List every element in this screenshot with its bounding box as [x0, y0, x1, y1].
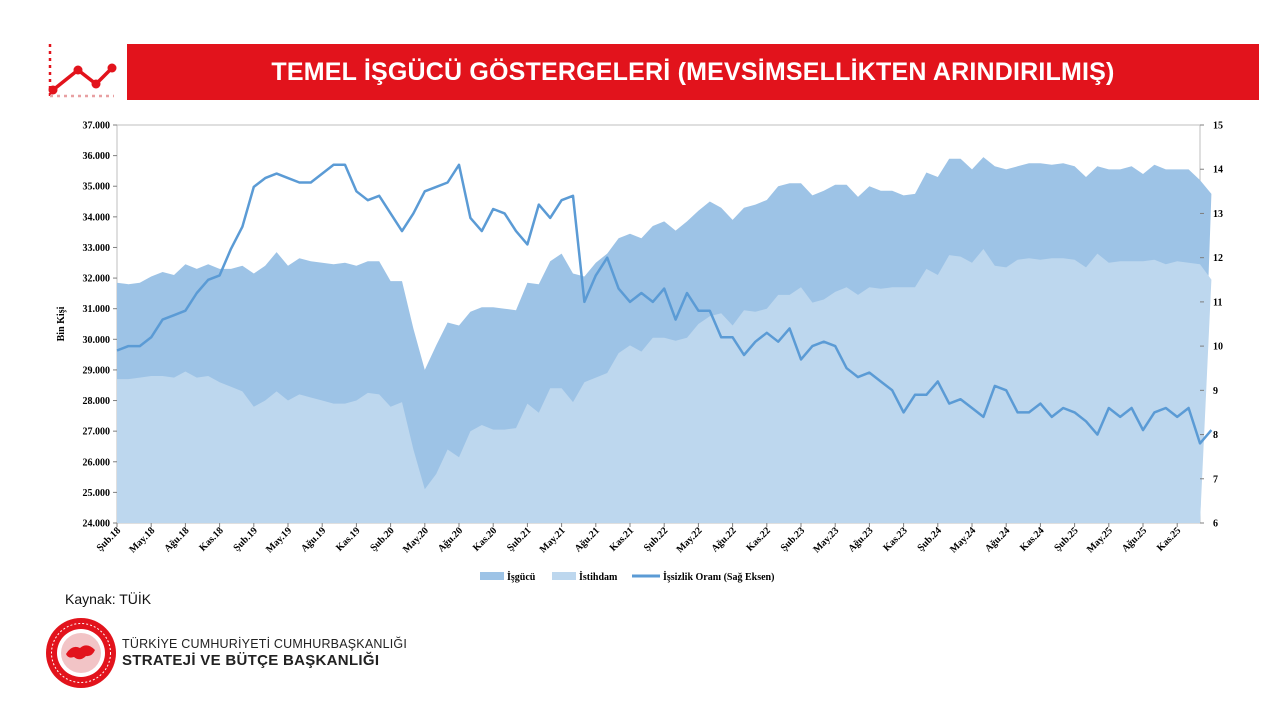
x-tick-label: May.19 [264, 525, 294, 555]
y2-tick-label: 12 [1213, 253, 1223, 264]
x-tick-label: Şub.19 [232, 525, 260, 553]
legend-label-issizlik: İşsizlik Oranı (Sağ Eksen) [663, 571, 774, 583]
x-tick-label: Kas.25 [1155, 525, 1183, 553]
legend-label-istihdam: İstihdam [579, 571, 618, 583]
x-tick-label: May.24 [948, 525, 978, 555]
labor-force-chart: 24.000 25.000 26.000 27.000 28.000 29.000 30.0… [56, 121, 1223, 584]
y-tick-label: 25.000 [83, 488, 111, 499]
y-tick-label: 37.000 [83, 121, 111, 132]
x-tick-label: May.22 [675, 525, 705, 555]
y-tick-label: 29.000 [83, 365, 111, 376]
y2-tick-label: 15 [1213, 121, 1223, 132]
y-tick-label: 24.000 [83, 519, 111, 530]
y-tick-label: 34.000 [83, 212, 111, 223]
x-tick-label: Ağu.23 [846, 525, 875, 554]
x-tick-label: Şub.22 [642, 525, 670, 553]
y-tick-label: 31.000 [83, 304, 111, 315]
x-tick-label: Şub.25 [1052, 525, 1080, 553]
y2-tick-label: 10 [1213, 342, 1223, 353]
x-tick-label: Şub.23 [779, 525, 807, 553]
x-tick-label: Ağu.25 [1120, 525, 1149, 554]
x-tick-label: May.20 [401, 525, 431, 555]
x-tick-label: Şub.18 [95, 525, 123, 553]
y2-tick-label: 9 [1213, 386, 1218, 397]
y2-tick-label: 7 [1213, 474, 1218, 485]
legend-swatch-istihdam [552, 572, 576, 580]
y-axis-title: Bin Kişi [56, 306, 67, 341]
x-tick-label: Ağu.21 [573, 525, 602, 554]
legend-swatch-isgucu [480, 572, 504, 580]
y-tick-label: 26.000 [83, 457, 111, 468]
y2-tick-label: 8 [1213, 430, 1218, 441]
x-tick-label: Ağu.19 [299, 525, 328, 554]
org-name-line1: TÜRKİYE CUMHURİYETİ CUMHURBAŞKANLIĞI [122, 637, 408, 651]
sbb-emblem-icon [46, 618, 116, 688]
x-tick-label: May.18 [127, 525, 157, 555]
y-tick-label: 32.000 [83, 274, 111, 285]
y-tick-label: 35.000 [83, 182, 111, 193]
area-series-istihdam [117, 249, 1212, 523]
x-tick-label: May.25 [1085, 525, 1115, 555]
x-tick-label: Ağu.24 [983, 525, 1012, 554]
x-tick-label: Şub.24 [916, 525, 944, 553]
x-tick-label: Kas.19 [334, 525, 362, 553]
x-tick-label: Ağu.22 [710, 525, 739, 554]
legend-label-isgucu: İşgücü [507, 571, 536, 583]
x-tick-label: May.23 [811, 525, 841, 555]
y-tick-label: 27.000 [83, 427, 111, 438]
x-tick-label: Kas.18 [197, 525, 225, 553]
x-tick-label: Kas.22 [745, 525, 773, 553]
x-tick-label: Şub.20 [368, 525, 396, 553]
title-banner: TEMEL İŞGÜCÜ GÖSTERGELERİ (MEVSİMSELLİKT… [127, 44, 1259, 100]
page-title: TEMEL İŞGÜCÜ GÖSTERGELERİ (MEVSİMSELLİKT… [271, 57, 1115, 86]
y-tick-label: 28.000 [83, 396, 111, 407]
y2-tick-label: 11 [1213, 297, 1222, 308]
y2-tick-label: 14 [1213, 165, 1223, 176]
trend-line-icon [48, 44, 117, 98]
x-tick-label: Şub.21 [505, 525, 533, 553]
y2-tick-label: 6 [1213, 519, 1218, 530]
y-tick-label: 33.000 [83, 243, 111, 254]
x-tick-label: Kas.24 [1018, 525, 1046, 553]
source-note: Kaynak: TÜİK [65, 591, 152, 607]
x-tick-label: Kas.20 [471, 525, 499, 553]
x-tick-label: Kas.23 [881, 525, 909, 553]
x-tick-label: Kas.21 [608, 525, 636, 553]
y2-tick-label: 13 [1213, 209, 1223, 220]
chart-legend: İşgücü İstihdam İşsizlik Oranı (Sağ Ekse… [480, 571, 774, 583]
x-tick-label: Ağu.20 [436, 525, 465, 554]
x-tick-label: Ağu.18 [162, 525, 191, 554]
x-tick-label: May.21 [538, 525, 568, 555]
org-name-line2: STRATEJİ VE BÜTÇE BAŞKANLIĞI [122, 652, 380, 669]
y-tick-label: 36.000 [83, 151, 111, 162]
line-series-issizlik [116, 163, 1213, 445]
y-tick-label: 30.000 [83, 335, 111, 346]
